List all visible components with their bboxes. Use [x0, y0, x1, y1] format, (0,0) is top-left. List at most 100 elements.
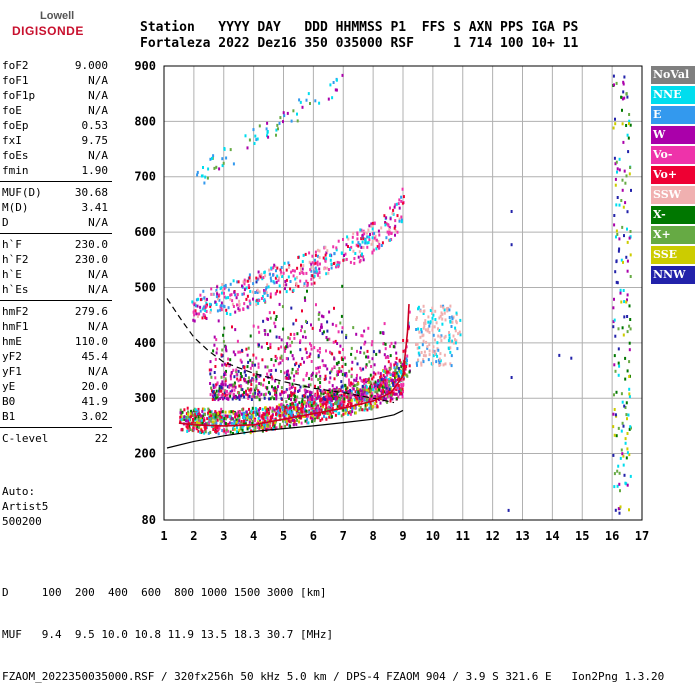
- spread-echo: [275, 315, 278, 318]
- spread-echo: [365, 363, 368, 367]
- multihop-echo: [227, 296, 230, 300]
- oblique-echo: [434, 349, 437, 353]
- x-tick-label: 4: [250, 529, 257, 543]
- oblique-echo: [424, 328, 427, 332]
- multihop-echo: [370, 242, 373, 246]
- spread-echo: [356, 362, 359, 366]
- echo-point: [350, 398, 353, 402]
- spread-echo: [304, 298, 307, 302]
- multihop-echo: [205, 301, 208, 305]
- interference-point: [619, 489, 621, 493]
- spread-echo: [266, 365, 269, 369]
- multihop-echo: [270, 279, 273, 283]
- spread-echo: [278, 302, 281, 306]
- interference-point: [620, 95, 623, 99]
- echo-point: [233, 422, 235, 426]
- multihop-echo: [366, 245, 369, 249]
- oblique-echo: [456, 347, 459, 351]
- x-tick-label: 11: [456, 529, 470, 543]
- echo-point: [312, 401, 315, 405]
- param-name: foEs: [2, 149, 29, 162]
- oblique-echo: [417, 327, 420, 331]
- oblique-echo: [448, 316, 451, 319]
- echo-point: [238, 419, 241, 423]
- multihop-echo: [297, 284, 300, 288]
- high-echo: [225, 156, 228, 160]
- echo-point: [271, 409, 274, 413]
- spread-echo: [384, 342, 387, 346]
- echo-point: [368, 399, 371, 403]
- interference-point: [612, 425, 615, 429]
- spread-echo: [274, 317, 277, 321]
- spread-echo: [234, 353, 237, 357]
- spread-echo: [212, 386, 215, 390]
- echo-point: [191, 413, 194, 417]
- spread-echo: [218, 384, 221, 388]
- echo-point: [389, 373, 392, 377]
- multihop-echo: [269, 276, 272, 280]
- echo-point: [246, 416, 249, 420]
- echo-point: [358, 408, 361, 412]
- echo-point: [232, 410, 235, 414]
- echo-point: [383, 383, 385, 387]
- multihop-echo: [318, 276, 321, 280]
- spread-echo: [334, 339, 337, 343]
- multihop-echo: [362, 255, 365, 259]
- echo-point: [370, 392, 373, 396]
- echo-point: [187, 413, 189, 417]
- echo-point: [342, 403, 345, 407]
- echo-point: [311, 401, 314, 405]
- multihop-echo: [314, 253, 317, 257]
- multihop-echo: [255, 276, 258, 280]
- echo-point: [296, 405, 299, 409]
- x-tick-label: 1: [160, 529, 167, 543]
- high-echo: [309, 102, 311, 105]
- spread-echo: [320, 323, 323, 327]
- spread-echo: [233, 381, 236, 385]
- echo-point: [351, 407, 354, 411]
- param-row: foF1 N/A: [0, 73, 112, 88]
- interference-point: [625, 92, 628, 96]
- interference-point: [628, 453, 631, 457]
- spread-echo: [323, 377, 326, 381]
- spread-echo: [353, 378, 356, 382]
- multihop-echo: [319, 262, 321, 266]
- spread-echo: [290, 371, 293, 375]
- multihop-echo: [194, 309, 197, 313]
- param-row: hmF2 279.6: [0, 304, 112, 319]
- oblique-echo: [455, 311, 458, 315]
- oblique-echo: [422, 312, 425, 315]
- echo-point: [269, 418, 272, 422]
- echo-point: [405, 362, 408, 366]
- echo-point: [262, 417, 265, 421]
- echo-point: [325, 417, 328, 421]
- multihop-echo: [263, 298, 266, 302]
- echo-point: [340, 400, 343, 404]
- oblique-echo: [427, 315, 430, 319]
- echo-point: [251, 406, 254, 410]
- spread-echo: [232, 383, 235, 387]
- echo-point: [207, 407, 210, 411]
- echo-point: [246, 425, 249, 429]
- echo-point: [265, 410, 268, 414]
- multihop-echo: [232, 279, 235, 283]
- spread-echo: [213, 371, 216, 374]
- multihop-echo: [371, 236, 374, 240]
- multihop-echo: [261, 277, 264, 281]
- echo-point: [316, 413, 319, 416]
- spread-echo: [246, 393, 249, 397]
- echo-point: [305, 401, 308, 405]
- echo-point: [275, 426, 278, 430]
- interference-point: [629, 327, 632, 331]
- spread-echo: [299, 348, 302, 352]
- spread-echo: [364, 340, 367, 344]
- spread-echo: [215, 383, 218, 387]
- multihop-echo: [195, 298, 198, 302]
- multihop-echo: [227, 288, 230, 292]
- spread-echo: [345, 336, 348, 340]
- oblique-echo: [438, 364, 441, 367]
- spread-echo: [378, 349, 381, 353]
- spread-echo: [333, 306, 335, 310]
- multihop-echo: [353, 257, 356, 260]
- echo-point: [295, 422, 298, 426]
